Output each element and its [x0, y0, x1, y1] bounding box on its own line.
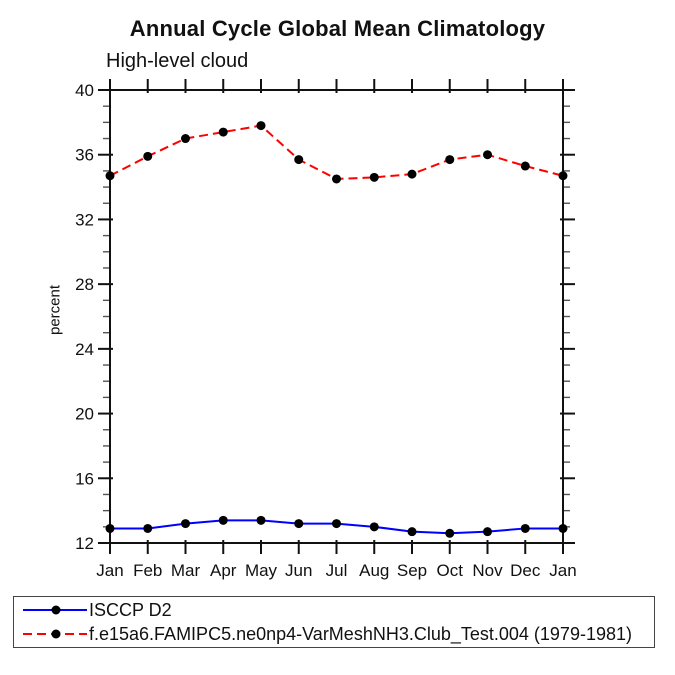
- data-point-1: [105, 171, 115, 181]
- x-tick-label: Mar: [171, 561, 201, 580]
- y-tick-label: 28: [75, 275, 94, 294]
- data-point-0: [558, 523, 568, 533]
- page-title: Annual Cycle Global Mean Climatology: [129, 16, 546, 41]
- data-point-0: [181, 519, 190, 529]
- data-point-1: [520, 161, 530, 171]
- data-point-0: [105, 523, 115, 533]
- plot-area: 12 16 20 24 28 32 36 40 Jan Feb Mar Apr May Jun Jul Aug…: [75, 79, 577, 580]
- y-tick-label: 12: [75, 534, 94, 553]
- data-point-0: [407, 527, 417, 537]
- legend-label-obs: ISCCP D2: [89, 599, 172, 620]
- data-point-1: [558, 171, 568, 181]
- plot-frame: [109, 89, 564, 544]
- y-tick-label: 36: [75, 146, 94, 165]
- x-tick-label: Jul: [326, 561, 348, 580]
- data-point-0: [369, 522, 379, 532]
- legend-label-model: f.e15a6.FAMIPC5.ne0np4-VarMeshNH3.Club_T…: [89, 623, 632, 644]
- x-tick-label: Jun: [285, 561, 312, 580]
- x-tick-label: Sep: [397, 561, 427, 580]
- x-tick-label: Jan: [96, 561, 123, 580]
- x-tick-label: Dec: [510, 561, 541, 580]
- x-tick-label: Oct: [437, 561, 464, 580]
- y-tick-label: 32: [75, 210, 94, 229]
- data-point-1: [483, 150, 492, 160]
- x-tick-label: Apr: [210, 561, 237, 580]
- x-tick-label: Nov: [472, 561, 503, 580]
- data-point-0: [520, 523, 530, 533]
- x-tick-label: Feb: [133, 561, 162, 580]
- data-point-0: [332, 519, 341, 529]
- series-line-1: [109, 124, 564, 180]
- legend-entry-model: f.e15a6.FAMIPC5.ne0np4-VarMeshNH3.Club_T…: [22, 623, 632, 645]
- y-tick-label: 40: [75, 81, 94, 100]
- legend-marker-1: [51, 629, 61, 639]
- data-point-0: [218, 515, 228, 525]
- data-point-1: [407, 169, 417, 179]
- plot-svg: 12 16 20 24 28 32 36 40 Jan Feb Mar Apr May Jun Jul Aug…: [75, 79, 577, 580]
- data-point-1: [218, 127, 228, 137]
- data-point-1: [332, 174, 341, 184]
- data-point-0: [445, 528, 455, 538]
- data-point-1: [143, 151, 153, 161]
- y-tick-label: 20: [75, 405, 94, 424]
- legend-box: ISCCP D2 f.e15a6.FAMIPC5.ne0np4-VarMeshN…: [13, 596, 655, 648]
- data-point-0: [483, 527, 492, 537]
- chart-subtitle: High-level cloud: [106, 50, 249, 72]
- data-point-0: [143, 523, 153, 533]
- y-tick-label: 24: [75, 340, 94, 359]
- data-point-1: [181, 134, 190, 144]
- x-tick-label: Aug: [359, 561, 389, 580]
- y-tick-label: 16: [75, 469, 94, 488]
- x-tick-label: May: [245, 561, 278, 580]
- legend-line-sample-obs: [23, 605, 87, 615]
- data-point-0: [294, 519, 304, 529]
- data-point-0: [256, 515, 266, 525]
- legend-entry-obs: ISCCP D2: [22, 599, 172, 621]
- x-tick-label: Jan: [549, 561, 576, 580]
- y-axis-label: percent: [46, 284, 64, 336]
- legend-line-sample-model: [23, 629, 87, 639]
- legend-marker-0: [51, 605, 61, 615]
- data-point-1: [294, 155, 304, 165]
- data-point-1: [256, 121, 266, 131]
- data-point-1: [369, 172, 379, 182]
- data-point-1: [445, 155, 455, 165]
